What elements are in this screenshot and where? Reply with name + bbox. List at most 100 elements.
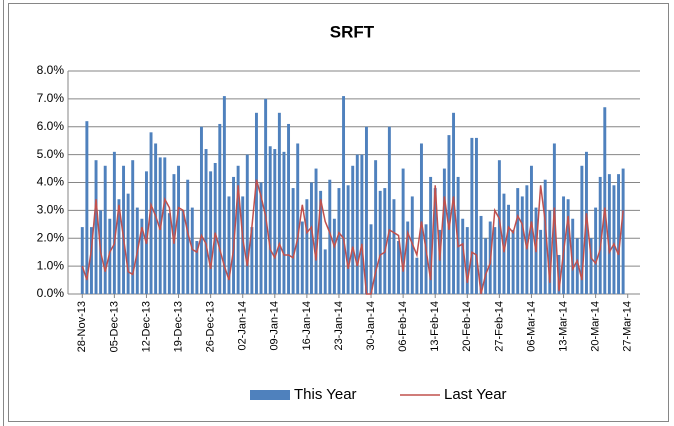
- x-tick-label: 28-Nov-13: [76, 301, 88, 352]
- bar: [419, 143, 423, 294]
- bar: [94, 160, 98, 294]
- x-tick-label: 13-Mar-14: [557, 301, 569, 352]
- x-tick-label: 20-Feb-14: [461, 301, 473, 352]
- x-tick-label: 27-Feb-14: [493, 301, 505, 352]
- bar: [621, 168, 625, 294]
- bar: [277, 112, 281, 294]
- bar: [204, 149, 208, 294]
- bar: [323, 249, 327, 294]
- line: [81, 179, 624, 295]
- legend-label: This Year: [294, 386, 357, 403]
- bar: [447, 135, 451, 294]
- bar: [511, 229, 515, 294]
- bar: [516, 188, 520, 294]
- bar: [562, 196, 566, 294]
- legend-swatch: [250, 390, 290, 400]
- bar: [461, 218, 465, 294]
- bar: [424, 224, 428, 294]
- bar: [305, 199, 309, 294]
- bar: [282, 151, 286, 294]
- x-tick-label: 23-Jan-14: [333, 301, 345, 351]
- bar: [300, 221, 304, 294]
- bar: [617, 174, 621, 294]
- x-tick-label: 30-Jan-14: [365, 301, 377, 351]
- bar: [181, 210, 185, 294]
- bar: [291, 188, 295, 294]
- bar: [589, 238, 593, 294]
- bar: [607, 174, 611, 294]
- bar: [374, 160, 378, 294]
- bar: [117, 199, 121, 294]
- bar: [218, 123, 222, 295]
- bar: [328, 179, 332, 294]
- bar: [479, 215, 483, 294]
- bar: [222, 96, 226, 295]
- bar: [108, 218, 112, 294]
- bar: [470, 137, 474, 294]
- bar: [493, 227, 497, 294]
- bar: [268, 146, 272, 294]
- bar: [80, 227, 84, 294]
- x-tick-label: 27-Mar-14: [622, 301, 634, 352]
- x-tick-label: 05-Dec-13: [108, 301, 120, 352]
- bar: [575, 238, 579, 294]
- bar: [213, 162, 217, 294]
- y-tick-label: 3.0%: [37, 203, 65, 217]
- x-tick-label: 06-Mar-14: [525, 301, 537, 352]
- bar: [369, 224, 373, 294]
- bar: [172, 174, 176, 294]
- bar: [287, 123, 291, 295]
- y-tick-label: 4.0%: [37, 175, 65, 189]
- x-tick-label: 12-Dec-13: [140, 301, 152, 352]
- y-tick-label: 1.0%: [37, 258, 65, 272]
- bar: [186, 179, 190, 294]
- bar: [360, 154, 364, 294]
- x-tick-label: 09-Jan-14: [269, 301, 281, 351]
- bar: [337, 188, 341, 294]
- bar: [254, 112, 258, 294]
- bar: [415, 257, 419, 294]
- bar: [154, 143, 158, 294]
- x-tick-label: 02-Jan-14: [237, 301, 249, 351]
- bar: [259, 182, 263, 294]
- bar: [241, 196, 245, 294]
- bar: [89, 227, 93, 294]
- bar: [401, 168, 405, 294]
- bar: [571, 218, 575, 294]
- bar: [433, 188, 437, 294]
- bar: [603, 107, 607, 294]
- bar: [351, 165, 355, 294]
- y-tick-label: 8.0%: [37, 63, 65, 77]
- x-tick-label: 16-Jan-14: [301, 301, 313, 351]
- bar: [383, 188, 387, 294]
- bar: [103, 165, 107, 294]
- bar: [429, 176, 433, 294]
- bar: [598, 176, 602, 294]
- bar: [364, 126, 368, 294]
- bar: [346, 185, 350, 294]
- bar: [397, 241, 401, 294]
- bar: [140, 218, 144, 294]
- bar: [387, 126, 391, 294]
- bar: [131, 160, 135, 294]
- bar: [566, 199, 570, 294]
- x-tick-label: 19-Dec-13: [172, 301, 184, 352]
- bar: [342, 96, 346, 295]
- bar: [502, 193, 506, 294]
- bar: [112, 151, 116, 294]
- bar: [85, 121, 89, 294]
- bar: [456, 176, 460, 294]
- bar: [227, 196, 231, 294]
- bar: [177, 165, 181, 294]
- bar: [122, 165, 126, 294]
- y-tick-label: 2.0%: [37, 230, 65, 244]
- bar: [296, 143, 300, 294]
- bar: [319, 190, 323, 294]
- bar: [195, 241, 199, 294]
- bar: [232, 176, 236, 294]
- bar: [543, 179, 547, 294]
- bar: [273, 149, 277, 294]
- bar: [314, 168, 318, 294]
- bar: [167, 213, 171, 294]
